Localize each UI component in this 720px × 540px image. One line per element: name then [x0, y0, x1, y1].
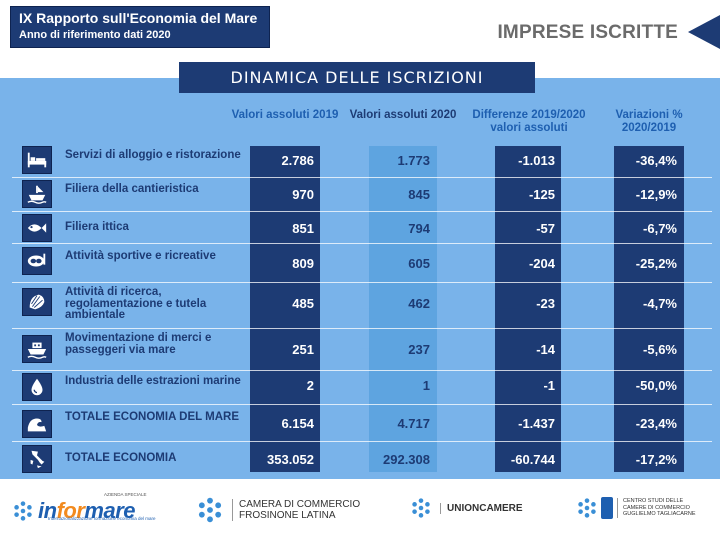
row-label: Attività di ricerca, regolamentazione e …	[65, 286, 207, 321]
tagliacarne-figure-icon	[601, 497, 613, 519]
value-2019: 251	[292, 342, 314, 357]
row-divider	[12, 441, 712, 442]
ship-icon	[22, 180, 52, 208]
row-label: Filiera ittica	[65, 221, 129, 233]
value-diff: -57	[536, 221, 555, 236]
value-var: -17,2%	[635, 452, 677, 467]
value-diff: -204	[528, 256, 555, 271]
snowflake-icon	[198, 497, 222, 523]
value-var: -5,6%	[643, 342, 677, 357]
value-diff: -14	[536, 342, 555, 357]
value-2020: 1.773	[397, 153, 430, 168]
value-2019: 2.786	[281, 153, 314, 168]
row-label: Servizi di alloggio e ristorazione	[65, 149, 241, 161]
centro-line2: CAMERE DI COMMERCIO	[623, 504, 690, 511]
centro-line3: GUGLIELMO TAGLIACARNE	[623, 511, 696, 518]
value-var: -50,0%	[635, 378, 677, 393]
camera-line2: FROSINONE LATINA	[239, 510, 336, 521]
centro-line1: CENTRO STUDI DELLE	[623, 498, 684, 505]
value-2020: 462	[408, 296, 430, 311]
value-var: -6,7%	[643, 221, 677, 236]
value-2020: 1	[422, 378, 430, 393]
column-header-2019: Valori assoluti 2019	[231, 109, 339, 121]
value-2020: 292.308	[383, 452, 430, 467]
value-2020: 794	[408, 221, 430, 236]
oil-drop-icon	[22, 373, 52, 401]
wave-icon	[22, 410, 52, 438]
informare-tagline-top: AZIENDA SPECIALE	[104, 492, 147, 497]
centro-studi-logo: CENTRO STUDI DELLE CAMERE DI COMMERCIO G…	[576, 497, 696, 519]
column-2020-band	[369, 146, 437, 472]
value-diff: -1	[543, 378, 555, 393]
column-2019-band	[250, 146, 320, 472]
camera-line1: CAMERA DI COMMERCIO	[239, 499, 361, 510]
row-divider	[12, 243, 712, 244]
table-banner: DINAMICA DELLE ISCRIZIONI	[179, 62, 535, 93]
camera-commercio-logo: CAMERA DI COMMERCIO FROSINONE LATINA	[196, 496, 360, 524]
report-subtitle: Anno di riferimento dati 2020	[19, 29, 171, 41]
row-label: Filiera della cantieristica	[65, 183, 199, 195]
row-divider	[12, 328, 712, 329]
back-arrow-icon[interactable]	[688, 15, 720, 49]
value-diff: -60.744	[510, 452, 555, 467]
column-header-diff: Differenze 2019/2020 valori assoluti	[472, 109, 586, 134]
value-2019: 485	[292, 296, 314, 311]
value-2019: 851	[292, 221, 314, 236]
row-label: Attività sportive e ricreative	[65, 250, 216, 262]
value-var: -23,4%	[635, 416, 677, 431]
row-label: TOTALE ECONOMIA	[65, 452, 177, 464]
value-diff: -125	[528, 187, 555, 202]
unioncamere-label: UNIONCAMERE	[440, 502, 523, 514]
value-var: -12,9%	[635, 187, 677, 202]
column-header-var: Variazioni % 2020/2019	[615, 109, 683, 134]
informare-wordmark: informare	[38, 498, 135, 523]
informare-tagline-bottom: Internazionalizzazione formazione econom…	[48, 516, 156, 521]
value-2019: 970	[292, 187, 314, 202]
column-var-band	[614, 146, 684, 472]
row-divider	[12, 177, 712, 178]
snowflake-icon	[578, 498, 596, 518]
value-diff: -23	[536, 296, 555, 311]
value-diff: -1.437	[518, 416, 555, 431]
row-divider	[12, 211, 712, 212]
value-var: -36,4%	[635, 153, 677, 168]
report-title-box: IX Rapporto sull'Economia del Mare Anno …	[10, 6, 270, 48]
value-2019: 353.052	[267, 452, 314, 467]
report-title: IX Rapporto sull'Economia del Mare	[19, 10, 258, 26]
value-var: -25,2%	[635, 256, 677, 271]
diving-mask-icon	[22, 247, 52, 275]
fish-icon	[22, 214, 52, 242]
value-2020: 237	[408, 342, 430, 357]
row-divider	[12, 370, 712, 371]
snowflake-icon	[412, 498, 430, 518]
footer-logos: informare AZIENDA SPECIALE Internazional…	[0, 480, 720, 540]
value-2019: 6.154	[281, 416, 314, 431]
snowflake-icon	[14, 501, 32, 521]
value-var: -4,7%	[643, 296, 677, 311]
value-diff: -1.013	[518, 153, 555, 168]
row-label: Movimentazione di merci e passeggeri via…	[65, 332, 212, 356]
value-2020: 4.717	[397, 416, 430, 431]
unioncamere-logo: UNIONCAMERE	[410, 497, 523, 519]
row-label: TOTALE ECONOMIA DEL MARE	[65, 411, 239, 423]
value-2020: 845	[408, 187, 430, 202]
bed-icon	[22, 146, 52, 174]
shell-icon	[22, 288, 52, 316]
value-2019: 2	[306, 378, 314, 393]
row-divider	[12, 404, 712, 405]
value-2019: 809	[292, 256, 314, 271]
boat-icon	[22, 335, 52, 363]
row-divider	[12, 282, 712, 283]
table-panel	[0, 78, 720, 479]
section-title: IMPRESE ISCRITTE	[497, 22, 678, 43]
column-diff-band	[495, 146, 561, 472]
informare-logo: informare	[12, 498, 135, 524]
row-label: Industria delle estrazioni marine	[65, 375, 241, 387]
italy-map-icon	[22, 445, 52, 473]
value-2020: 605	[408, 256, 430, 271]
column-header-2020: Valori assoluti 2020	[349, 109, 457, 121]
